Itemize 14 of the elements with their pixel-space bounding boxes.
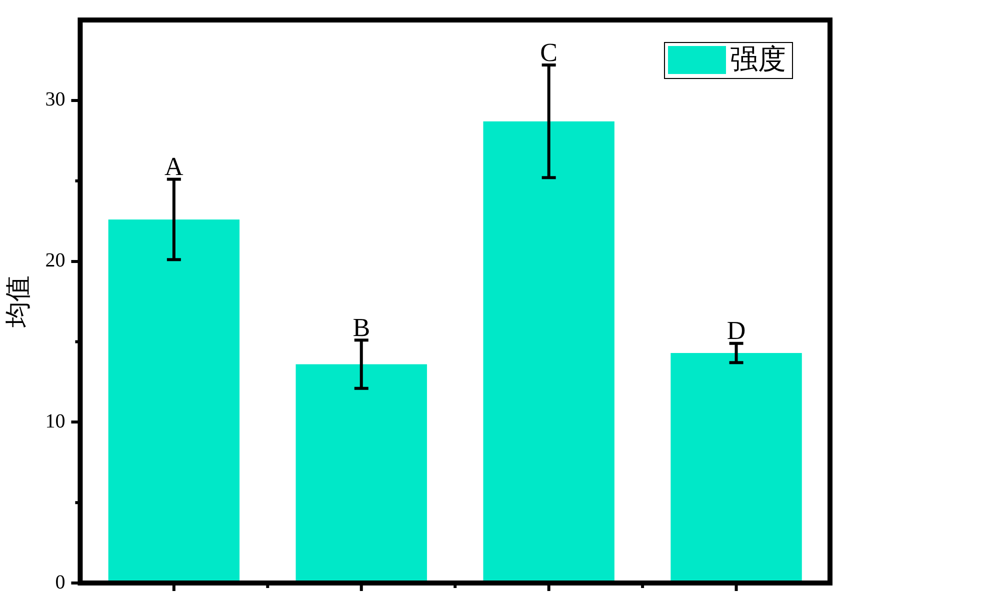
y-tick-label: 0 bbox=[55, 571, 66, 594]
bar bbox=[483, 121, 614, 582]
annotation: C bbox=[540, 38, 558, 67]
bar bbox=[296, 364, 427, 582]
bar bbox=[670, 352, 802, 582]
legend-label: 强度 bbox=[730, 44, 786, 76]
y-tick-label: 10 bbox=[45, 410, 66, 432]
annotation: A bbox=[164, 152, 184, 182]
y-axis-title: 均值 bbox=[3, 276, 32, 328]
bar bbox=[108, 219, 240, 582]
y-tick-label: 20 bbox=[45, 250, 66, 272]
y-tick-label: 30 bbox=[45, 88, 66, 111]
annotation: D bbox=[726, 316, 746, 346]
annotation: B bbox=[352, 312, 370, 342]
